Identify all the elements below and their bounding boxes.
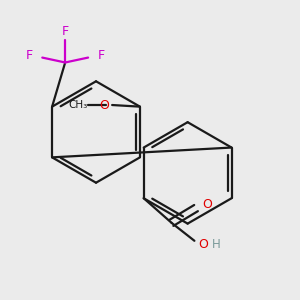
Text: CH₃: CH₃ <box>69 100 88 110</box>
Text: H: H <box>212 238 221 250</box>
Text: O: O <box>99 98 109 112</box>
Text: F: F <box>61 25 69 38</box>
Text: O: O <box>202 198 212 211</box>
Text: F: F <box>26 50 33 62</box>
Text: O: O <box>199 238 208 250</box>
Text: F: F <box>98 50 105 62</box>
